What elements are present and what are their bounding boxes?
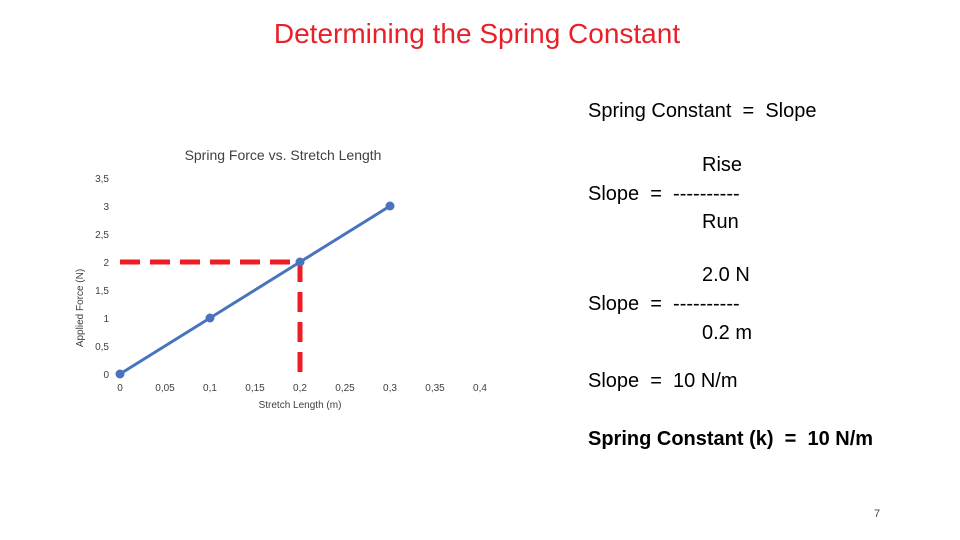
y-tick-label: 0,5 xyxy=(95,342,109,353)
x-tick-label: 0,3 xyxy=(383,383,397,394)
x-tick-label: 0,15 xyxy=(245,383,265,394)
x-tick-label: 0,05 xyxy=(155,383,175,394)
slope-formula: Slope = ---------- xyxy=(588,183,740,205)
y-tick-label: 3,5 xyxy=(95,174,109,185)
data-point xyxy=(115,369,125,379)
chart-title: Spring Force vs. Stretch Length xyxy=(185,147,382,163)
y-axis-label: Applied Force (N) xyxy=(75,269,86,347)
x-tick-label: 0,35 xyxy=(425,383,445,394)
slide-title: Determining the Spring Constant xyxy=(273,18,681,49)
y-tick-label: 1,5 xyxy=(95,286,109,297)
rise-label: Rise xyxy=(702,154,743,176)
y-tick-label: 1 xyxy=(103,314,109,325)
rise-value: 2.0 N xyxy=(702,264,750,286)
slope-result: Slope = 10 N/m xyxy=(588,370,738,392)
series-line xyxy=(119,204,391,376)
x-tick-label: 0,4 xyxy=(473,383,487,394)
run-label: Run xyxy=(702,211,739,233)
spring-force-chart: Spring Force vs. Stretch Length Applied … xyxy=(75,147,487,411)
x-tick-label: 0 xyxy=(117,383,123,394)
y-tick-label: 0 xyxy=(103,370,109,381)
x-tick-label: 0,25 xyxy=(335,383,355,394)
spring-constant-equals-slope: Spring Constant = Slope xyxy=(588,100,817,122)
data-point xyxy=(205,313,215,323)
run-value: 0.2 m xyxy=(702,322,753,344)
y-tick-label: 2,5 xyxy=(95,230,109,241)
data-point xyxy=(385,201,395,211)
page-number: 7 xyxy=(874,508,881,520)
y-tick-label: 2 xyxy=(103,258,109,269)
y-tick-label: 3 xyxy=(103,202,109,213)
data-point xyxy=(295,257,305,267)
slope-substitution: Slope = ---------- xyxy=(588,293,740,315)
spring-constant-result: Spring Constant (k) = 10 N/m xyxy=(588,428,874,450)
x-axis-label: Stretch Length (m) xyxy=(259,400,342,411)
x-tick-label: 0,2 xyxy=(293,383,307,394)
x-tick-label: 0,1 xyxy=(203,383,217,394)
